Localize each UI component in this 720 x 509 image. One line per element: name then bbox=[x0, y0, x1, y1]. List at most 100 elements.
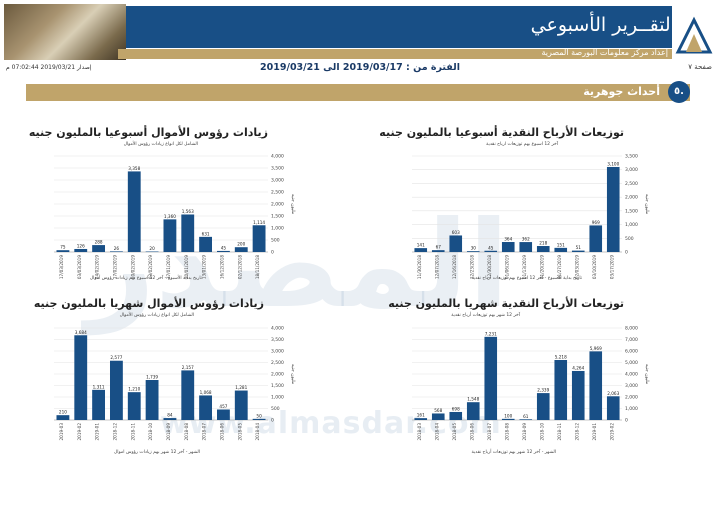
bar bbox=[484, 250, 498, 252]
bar bbox=[127, 392, 141, 420]
bar bbox=[501, 418, 515, 420]
x-tick-label: 12/16/2018 bbox=[452, 255, 457, 279]
bar-value-label: 51 bbox=[576, 245, 582, 250]
y-tick-label: 1,000 bbox=[271, 395, 284, 401]
bar bbox=[216, 250, 230, 252]
x-tick-label: 01/06/2019 bbox=[504, 255, 509, 279]
y-tick-label: 1,000 bbox=[271, 226, 284, 232]
y-tick-label: 6,000 bbox=[625, 349, 638, 355]
bar bbox=[145, 251, 159, 253]
section-title: أحداث جوهرية bbox=[583, 85, 660, 98]
x-tick-label: 20/01/2019 bbox=[184, 255, 189, 279]
section-number: ٥. bbox=[668, 81, 690, 103]
bar bbox=[181, 370, 195, 420]
y-tick-label: 4,000 bbox=[625, 372, 638, 378]
chart-subtitle-weekly-dividends: آخر 12 اسبوع بهم توزيعات ارباح نقدية bbox=[486, 142, 558, 147]
bar bbox=[431, 250, 445, 252]
xlabel-weekly-dividends: تاريخ بداية الاسبوع - آخر 12 اسبوع بهم ت… bbox=[471, 276, 582, 281]
y-tick-label: 2,000 bbox=[625, 395, 638, 401]
y-tick-label: 1,500 bbox=[271, 383, 284, 389]
bar bbox=[181, 214, 195, 252]
bar bbox=[449, 411, 463, 420]
egx-logo bbox=[672, 6, 716, 60]
x-tick-label: 2018-08 bbox=[504, 423, 509, 441]
y-tick-label: 2,500 bbox=[271, 190, 284, 196]
bar-value-label: 5,218 bbox=[555, 354, 567, 359]
x-tick-label: 2018-03 bbox=[417, 423, 422, 441]
x-tick-label: 2018-12 bbox=[574, 423, 579, 441]
chart-title-monthly-dividends: توزيعات الأرباح النقدية شهريا بالمليون ج… bbox=[388, 297, 624, 310]
bar bbox=[519, 419, 533, 420]
bar-value-label: 1,563 bbox=[182, 209, 194, 214]
report-period: الفترة من : 2019/03/17 الى 2019/03/21 bbox=[260, 62, 460, 73]
bar-value-label: 126 bbox=[77, 243, 85, 248]
bar-value-label: 568 bbox=[434, 408, 442, 413]
y-axis-label: مليون جنيه bbox=[290, 364, 295, 385]
x-tick-label: 12/23/2018 bbox=[469, 255, 474, 279]
bar bbox=[554, 247, 568, 252]
bar-value-label: 218 bbox=[539, 241, 547, 246]
bar-value-label: 7,231 bbox=[485, 331, 497, 336]
bar-value-label: 84 bbox=[167, 413, 173, 418]
x-tick-label: 2018-10 bbox=[148, 423, 153, 441]
y-tick-label: 3,500 bbox=[271, 337, 284, 343]
bar bbox=[606, 166, 620, 252]
x-tick-label: 02/12/2018 bbox=[237, 255, 242, 279]
x-tick-label: 03/17/2019 bbox=[609, 255, 614, 279]
y-tick-label: 7,000 bbox=[625, 337, 638, 343]
header-photo bbox=[4, 4, 126, 60]
bar bbox=[484, 336, 498, 420]
watermark-logo: المصدر bbox=[86, 196, 510, 335]
x-tick-label: 12/30/2018 bbox=[487, 255, 492, 279]
x-tick-label: 2018-05 bbox=[237, 423, 242, 441]
y-tick-label: 2,000 bbox=[271, 372, 284, 378]
x-tick-label: 2018-12 bbox=[112, 423, 117, 441]
bar-value-label: 61 bbox=[523, 414, 529, 419]
x-tick-label: 2019-02 bbox=[609, 423, 614, 441]
bar-value-label: 362 bbox=[522, 237, 530, 242]
bar-value-label: 698 bbox=[452, 406, 460, 411]
bar-value-label: 3,100 bbox=[607, 161, 619, 166]
bar-value-label: 45 bbox=[221, 245, 227, 250]
x-tick-label: 2018-08 bbox=[184, 423, 189, 441]
x-tick-label: 01/13/2019 bbox=[522, 255, 527, 279]
x-tick-label: 10/02/2019 bbox=[130, 255, 135, 279]
bar-value-label: 631 bbox=[202, 231, 210, 236]
x-tick-label: 18/11/2018 bbox=[255, 255, 260, 279]
subtitle-strip: إعداد مركز معلومات البورصة المصرية bbox=[118, 48, 676, 59]
bar bbox=[127, 171, 141, 252]
x-tick-label: 2018-06 bbox=[469, 423, 474, 441]
bar bbox=[466, 402, 480, 420]
x-tick-label: 03/02/2019 bbox=[148, 255, 153, 279]
y-tick-label: 500 bbox=[625, 236, 634, 242]
bar bbox=[414, 248, 428, 252]
bar bbox=[92, 389, 106, 420]
bar-value-label: 1,360 bbox=[164, 214, 176, 219]
y-axis-label: مليون جنيه bbox=[644, 194, 649, 215]
bar-value-label: 603 bbox=[452, 230, 460, 235]
bar-value-label: 20 bbox=[149, 246, 155, 251]
bar bbox=[56, 250, 70, 252]
page-number: صفحة ٧ bbox=[688, 63, 712, 71]
bar-value-label: 75 bbox=[60, 245, 66, 250]
issued-timestamp: إصدار 2019/03/21 07:02:44 م bbox=[6, 64, 92, 71]
y-tick-label: 5,000 bbox=[625, 360, 638, 366]
bar-value-label: 2,339 bbox=[537, 388, 549, 393]
chart-title-monthly-capital: زيادات رؤوس الأموال شهريا بالمليون جنيه bbox=[33, 297, 264, 310]
bar bbox=[571, 250, 585, 252]
x-tick-label: 2019-01 bbox=[95, 423, 100, 441]
bar bbox=[234, 390, 248, 420]
x-tick-label: 03/03/2019 bbox=[77, 255, 82, 279]
y-tick-label: 3,000 bbox=[625, 383, 638, 389]
bar bbox=[92, 245, 106, 252]
bar bbox=[252, 225, 266, 252]
x-tick-label: 27/01/2019 bbox=[166, 255, 171, 279]
bar bbox=[571, 370, 585, 420]
bar bbox=[163, 418, 177, 420]
y-tick-label: 2,500 bbox=[625, 181, 638, 187]
chart-subtitle-monthly-dividends: آخر 12 شهر بهم توزيعات أرباح نقدية bbox=[451, 313, 520, 318]
y-axis-label: مليون جنيه bbox=[644, 364, 649, 385]
report-header: التقــرير الأسبوعي إعداد مركز معلومات ال… bbox=[0, 0, 720, 62]
y-tick-label: 4,000 bbox=[271, 154, 284, 160]
watermark-url: www.almasdar.com bbox=[160, 406, 502, 441]
